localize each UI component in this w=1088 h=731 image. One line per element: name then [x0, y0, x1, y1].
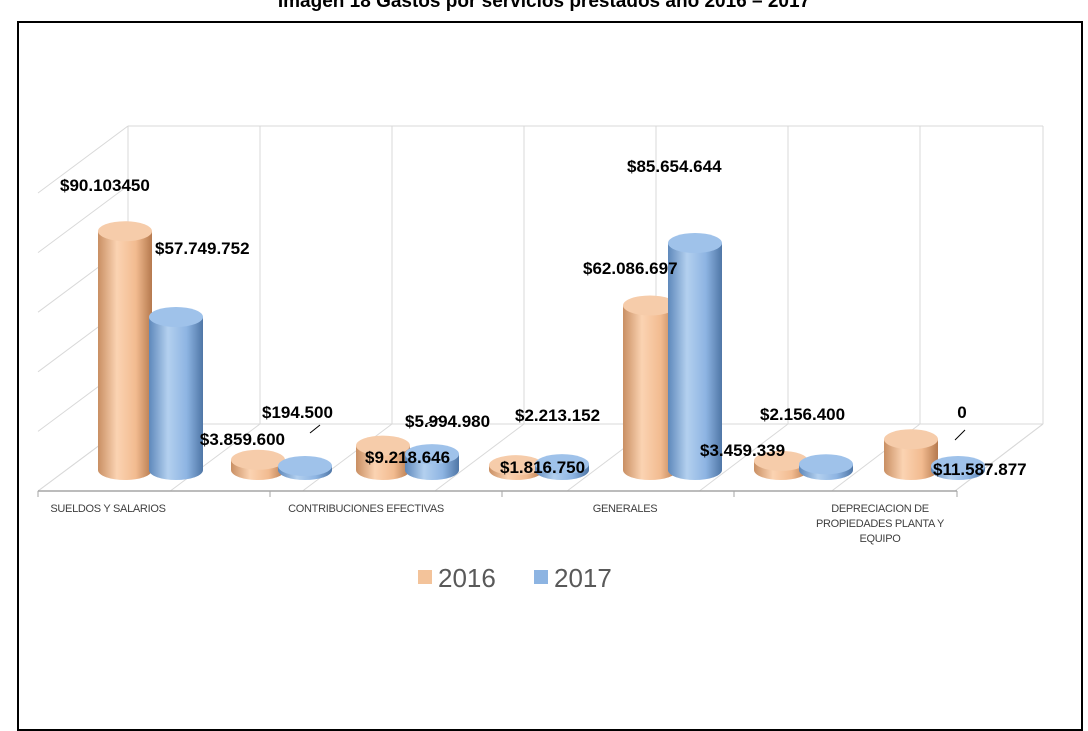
gridline	[434, 423, 525, 492]
gridline	[302, 423, 393, 492]
leader-line	[425, 417, 441, 425]
data-label-2016: $1.816.750	[500, 458, 585, 477]
legend-label: 2017	[554, 563, 612, 593]
data-label-2016: $62.086.697	[583, 259, 678, 278]
bar-2017	[278, 456, 332, 480]
data-label-2016: $3.859.600	[200, 430, 285, 449]
leader-line	[309, 424, 321, 434]
chart-legend: 2016 2017	[418, 563, 612, 593]
tick-label: SUELDOS Y SALARIOS	[50, 503, 165, 515]
legend-swatch	[534, 570, 548, 584]
data-label-2017: $57.749.752	[155, 239, 250, 258]
bar-2016	[884, 429, 938, 480]
tick-label: GENERALES	[593, 503, 658, 515]
gridline	[699, 423, 789, 492]
bar-2017	[799, 454, 853, 480]
bar-2016	[98, 221, 152, 480]
tick-label: DEPRECIACION DE PROPIEDADES PLANTA Y EQUIP…	[816, 503, 945, 545]
bar-2016	[231, 449, 285, 480]
bar-2017	[149, 306, 203, 480]
bar-2017	[931, 456, 985, 480]
legend-label: 2016	[438, 563, 496, 593]
gridline	[169, 423, 261, 492]
bar-2017	[668, 233, 722, 480]
data-label-2016: $3.459.339	[700, 441, 785, 460]
bar-2016	[623, 295, 677, 480]
bar-2017	[405, 444, 459, 480]
bar-2016	[754, 450, 808, 480]
gridline	[37, 125, 129, 194]
gridline	[954, 423, 1044, 492]
chart-bars	[98, 221, 985, 480]
data-label-2017: $85.654.644	[627, 157, 722, 176]
bar-2016	[489, 455, 543, 480]
leader-line	[954, 429, 966, 441]
data-label-2017: $2.213.152	[515, 406, 600, 425]
gridline	[37, 185, 129, 254]
legend-item-2016: 2016	[418, 563, 496, 593]
data-label-2016: $9.218.646	[365, 448, 450, 467]
tick-label: CONTRIBUCIONES EFECTIVAS	[288, 503, 444, 515]
bar-2016	[356, 435, 410, 480]
data-label-2016: $11.587.877	[933, 460, 1027, 479]
data-label-2017: 0	[957, 403, 966, 422]
chart-title: Imagen 18 Gastos por servicios prestados…	[277, 0, 811, 12]
chart-walls	[37, 125, 1044, 492]
legend-swatch	[418, 570, 432, 584]
data-label-2016: $90.103450	[60, 176, 150, 195]
data-label-2017: $5.994.980	[405, 412, 490, 431]
legend-item-2017: 2017	[534, 563, 612, 593]
category-axis: SUELDOS Y SALARIOS CONTRIBUCIONES EFECTIV…	[37, 490, 958, 545]
bar-2017	[535, 454, 589, 480]
data-label-2017: $2.156.400	[760, 405, 845, 424]
data-label-2017: $194.500	[262, 403, 333, 422]
data-labels: $90.103450 $57.749.752 $3.859.600 $194.500 $…	[60, 157, 1027, 479]
